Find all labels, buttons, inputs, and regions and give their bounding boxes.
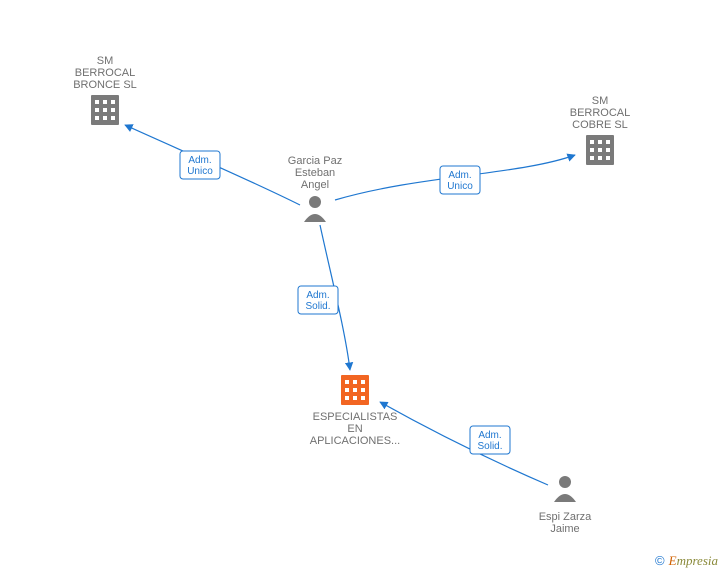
edge: Adm.Unico [335, 155, 575, 200]
person-icon [304, 196, 326, 222]
watermark-rest: mpresia [677, 553, 718, 568]
edge: Adm.Unico [125, 125, 300, 205]
node-label: Garcia PazEstebanAngel [288, 155, 342, 191]
node-label: ESPECIALISTASENAPLICACIONES... [310, 411, 400, 447]
company-node[interactable]: SMBERROCALBRONCE SL [73, 55, 137, 125]
company-node[interactable]: ESPECIALISTASENAPLICACIONES... [310, 375, 400, 447]
edge-label: Adm.Unico [447, 170, 473, 192]
watermark-cap: E [669, 553, 677, 568]
node-label: SMBERROCALBRONCE SL [73, 55, 137, 91]
copyright-symbol: © [655, 553, 665, 568]
building-icon [341, 375, 369, 405]
node-label: SMBERROCALCOBRE SL [570, 95, 631, 131]
edge-label: Adm.Unico [187, 155, 213, 177]
watermark: © Empresia [655, 553, 718, 569]
person-node[interactable]: Garcia PazEstebanAngel [288, 155, 342, 222]
edge: Adm.Solid. [380, 402, 548, 485]
edge-label: Adm.Solid. [305, 290, 330, 312]
edge: Adm.Solid. [298, 225, 350, 370]
building-icon [586, 135, 614, 165]
company-node[interactable]: SMBERROCALCOBRE SL [570, 95, 631, 165]
person-icon [554, 476, 576, 502]
building-icon [91, 95, 119, 125]
relationship-diagram: Adm.Unico Adm.Unico Adm.Solid. Adm.Solid. SM… [0, 0, 728, 575]
edge-label: Adm.Solid. [477, 430, 502, 452]
node-label: Espi ZarzaJaime [539, 511, 592, 535]
